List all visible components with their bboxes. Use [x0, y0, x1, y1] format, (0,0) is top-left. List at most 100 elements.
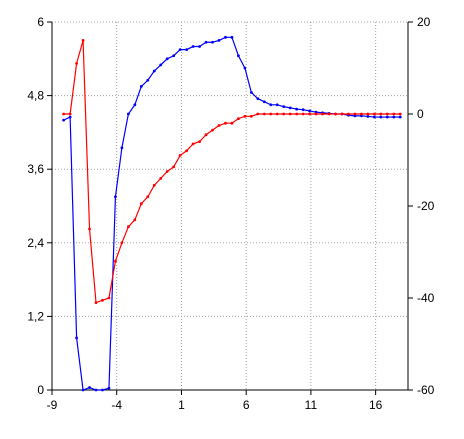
red-series-point [243, 114, 247, 118]
blue-series-point [308, 109, 312, 113]
blue-series-point [88, 386, 91, 389]
red-series-point [262, 112, 266, 116]
blue-series-point [81, 388, 85, 392]
x-tick-label: 1 [178, 398, 185, 412]
red-series-point [126, 225, 130, 229]
red-series-point [256, 112, 260, 116]
red-series-point [340, 112, 344, 116]
blue-series-point [282, 105, 286, 109]
left-y-tick-label: 6 [37, 15, 44, 29]
red-series-point [88, 227, 91, 231]
blue-series-point [211, 40, 214, 44]
right-y-tick-label: -60 [417, 383, 435, 397]
grid-layer [52, 21, 408, 390]
blue-series-point [178, 48, 182, 51]
red-series-point [94, 301, 98, 304]
red-series-point [282, 112, 286, 116]
axes-layer [47, 21, 413, 395]
red-series-point [178, 154, 182, 157]
red-series-point [198, 140, 201, 144]
blue-series-point [68, 115, 72, 119]
blue-series-point [101, 388, 104, 392]
blue-series-point [204, 40, 208, 44]
red-series-point [327, 112, 331, 116]
red-series-point [347, 112, 350, 116]
blue-series-point [217, 39, 221, 42]
blue-series-point [301, 108, 305, 112]
red-series-point [81, 39, 85, 42]
blue-series-point [198, 45, 201, 48]
red-series-point [159, 177, 163, 180]
red-series-point [62, 112, 66, 116]
x-tick-label: 11 [305, 398, 318, 412]
red-series-point [68, 112, 72, 116]
red-series-point [385, 112, 389, 116]
left-y-tick-label: 4,8 [27, 89, 44, 103]
blue-series-point [243, 66, 247, 70]
blue-series-point [75, 336, 78, 340]
red-series-point [211, 128, 214, 132]
red-series-point [321, 112, 324, 116]
blue-series-point [237, 54, 240, 58]
blue-series-point [295, 107, 299, 111]
blue-series-point [172, 54, 176, 58]
blue-series-point [185, 48, 189, 51]
blue-series-point [139, 85, 143, 88]
blue-series-point [146, 78, 150, 82]
blue-series-point [230, 35, 234, 39]
red-series-point [172, 165, 176, 169]
blue-series-point [262, 100, 266, 104]
blue-series-point [379, 115, 383, 119]
blue-series-point [107, 386, 111, 390]
red-series-point [275, 112, 279, 116]
red-series-line [63, 40, 401, 304]
red-series-point [204, 133, 208, 137]
blue-series-point [159, 63, 163, 67]
red-series-point [308, 112, 312, 116]
red-series-point [334, 112, 337, 116]
red-series-point [152, 183, 156, 187]
red-series-point [353, 112, 357, 116]
red-series-point [185, 149, 189, 153]
left-y-tick-label: 0 [37, 383, 44, 397]
right-y-tick-label: -40 [417, 291, 435, 305]
right-y-tick-label: 0 [417, 107, 424, 121]
red-series-point [269, 112, 273, 116]
red-series-point [237, 117, 240, 120]
blue-series-point [114, 195, 117, 199]
blue-series-line [63, 36, 401, 391]
red-series-point [75, 62, 78, 65]
red-series-point [301, 112, 305, 116]
x-tick-label: -4 [111, 398, 122, 412]
red-series-point [191, 142, 195, 146]
red-series-point [133, 218, 137, 222]
blue-series-point [152, 69, 156, 73]
blue-series-point [366, 115, 370, 118]
red-series-point [165, 170, 169, 173]
red-series-point [359, 112, 363, 116]
blue-series-point [224, 35, 227, 39]
blue-series-point [392, 115, 396, 119]
red-series-point [366, 112, 370, 116]
blue-series-point [62, 118, 66, 122]
blue-series-point [120, 146, 124, 150]
red-series-point [120, 241, 124, 245]
red-series-point [230, 121, 234, 125]
red-series-point [249, 114, 253, 118]
left-y-tick-label: 3,6 [27, 162, 44, 176]
blue-series-point [191, 45, 195, 48]
red-series-point [295, 112, 299, 116]
blue-series-point [269, 103, 273, 107]
red-series-point [101, 298, 104, 302]
blue-series-point [372, 115, 376, 119]
blue-series-point [165, 57, 169, 61]
blue-series-point [256, 97, 260, 101]
red-series-point [288, 112, 292, 116]
red-series-point [139, 202, 143, 206]
red-series-point [372, 112, 376, 116]
x-tick-label: 6 [243, 398, 250, 412]
blue-series-point [94, 388, 98, 392]
